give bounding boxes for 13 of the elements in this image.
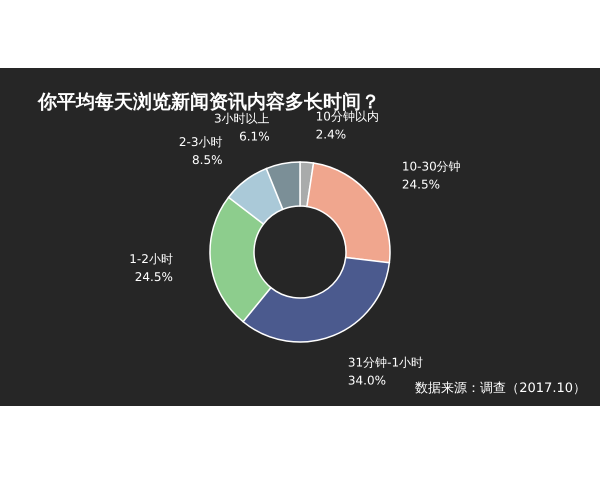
data-label: 8.5% (192, 153, 223, 168)
slice-label: 2-3小时 (178, 135, 223, 150)
slice-label: 10-30分钟 (402, 160, 461, 174)
data-label: 2.4% (316, 127, 346, 142)
source-note: 数据来源：调查（2017.10） (415, 381, 586, 396)
slice-label: 3小时以上 (214, 111, 270, 126)
slice-label: 1-2小时 (129, 252, 173, 266)
data-label: 6.1% (239, 129, 270, 144)
data-label: 24.5% (134, 270, 173, 284)
data-label: 24.5% (402, 178, 440, 192)
data-label: 34.0% (348, 374, 386, 388)
slice-label: 10分钟以内 (316, 109, 379, 124)
slice-label: 31分钟-1小时 (348, 356, 424, 370)
